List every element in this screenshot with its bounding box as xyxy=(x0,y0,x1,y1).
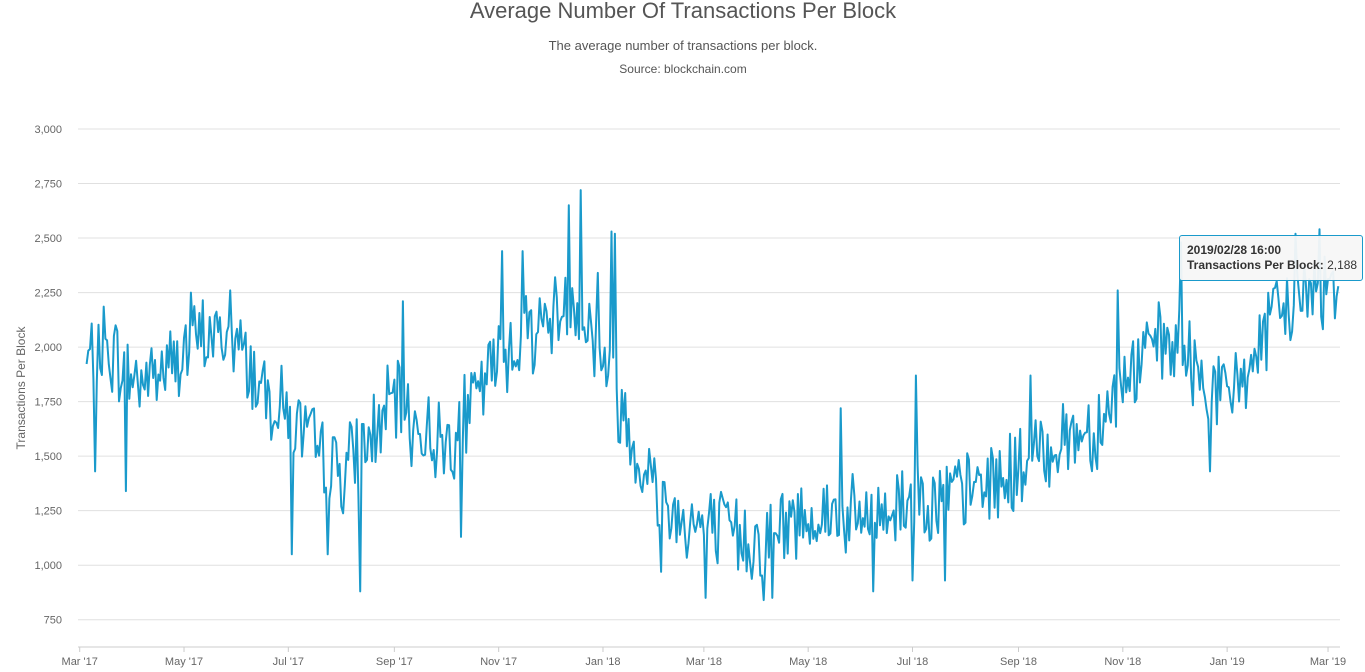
y-axis-label: Transactions Per Block xyxy=(14,326,28,450)
y-tick-label: 2,750 xyxy=(34,179,62,191)
x-tick-label: Mar '17 xyxy=(62,656,98,668)
y-tick-label: 1,500 xyxy=(34,451,62,463)
hover-tooltip: 2019/02/28 16:00 Transactions Per Block:… xyxy=(1179,235,1363,281)
y-tick-label: 2,250 xyxy=(34,288,62,300)
x-axis: Mar '17 May '17 Jul '17 Sep '17 Nov '17 Jan '… xyxy=(62,646,1346,668)
x-tick-label: Nov '17 xyxy=(480,656,517,668)
chart-subtitle: The average number of transactions per b… xyxy=(549,38,818,53)
grid-lines xyxy=(78,128,1340,621)
series-line[interactable] xyxy=(85,189,1340,602)
x-tick-label: Jan '19 xyxy=(1210,656,1245,668)
plot-area[interactable] xyxy=(85,189,1340,602)
x-tick-label: May '17 xyxy=(165,656,203,668)
y-tick-label: 1,000 xyxy=(34,560,62,572)
tooltip-value: 2,188 xyxy=(1327,258,1358,272)
x-tick-label: Sep '17 xyxy=(376,656,413,668)
x-tick-label: Jul '18 xyxy=(897,656,928,668)
x-tick-label: Jul '17 xyxy=(273,656,304,668)
y-tick-label: 1,750 xyxy=(34,397,62,409)
tooltip-series-label: Transactions Per Block xyxy=(1187,258,1320,272)
tooltip-date: 2019/02/28 16:00 xyxy=(1187,243,1282,257)
chart-title: Average Number Of Transactions Per Block xyxy=(470,0,897,23)
y-tick-label: 1,250 xyxy=(34,506,62,518)
x-tick-label: Nov '18 xyxy=(1104,656,1141,668)
x-tick-label: Jan '18 xyxy=(585,656,620,668)
y-axis-ticks: 3,000 2,750 2,500 2,250 2,000 1,750 1,500 1,250… xyxy=(34,124,62,627)
x-tick-label: May '18 xyxy=(789,656,827,668)
x-tick-label: Mar '19 xyxy=(1310,656,1346,668)
chart-source: Source: blockchain.com xyxy=(619,62,746,76)
x-tick-label: Sep '18 xyxy=(1000,656,1037,668)
y-tick-label: 750 xyxy=(44,615,62,627)
y-tick-label: 2,500 xyxy=(34,233,62,245)
x-tick-label: Mar '18 xyxy=(686,656,722,668)
y-tick-label: 3,000 xyxy=(34,124,62,136)
y-tick-label: 2,000 xyxy=(34,342,62,354)
